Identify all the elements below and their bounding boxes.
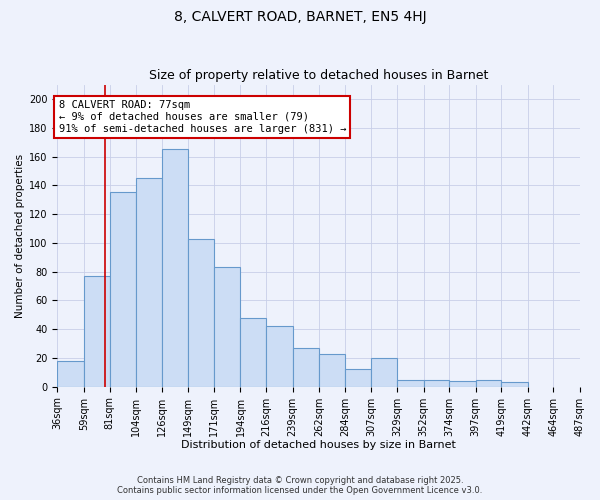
Bar <box>241 318 266 386</box>
X-axis label: Distribution of detached houses by size in Barnet: Distribution of detached houses by size … <box>181 440 456 450</box>
Text: 8, CALVERT ROAD, BARNET, EN5 4HJ: 8, CALVERT ROAD, BARNET, EN5 4HJ <box>173 10 427 24</box>
Bar <box>58 361 84 386</box>
Bar <box>371 358 397 386</box>
Bar <box>214 268 241 386</box>
Bar <box>319 354 345 386</box>
Bar <box>161 150 188 386</box>
Bar <box>424 380 449 386</box>
Bar <box>476 380 501 386</box>
Bar <box>501 382 528 386</box>
Bar <box>84 276 110 386</box>
Bar <box>110 192 136 386</box>
Bar <box>345 370 371 386</box>
Text: Contains HM Land Registry data © Crown copyright and database right 2025.
Contai: Contains HM Land Registry data © Crown c… <box>118 476 482 495</box>
Bar <box>188 238 214 386</box>
Bar <box>266 326 293 386</box>
Text: 8 CALVERT ROAD: 77sqm
← 9% of detached houses are smaller (79)
91% of semi-detac: 8 CALVERT ROAD: 77sqm ← 9% of detached h… <box>59 100 346 134</box>
Bar <box>293 348 319 387</box>
Bar <box>136 178 161 386</box>
Bar <box>449 381 476 386</box>
Y-axis label: Number of detached properties: Number of detached properties <box>15 154 25 318</box>
Title: Size of property relative to detached houses in Barnet: Size of property relative to detached ho… <box>149 69 488 82</box>
Bar <box>397 380 424 386</box>
